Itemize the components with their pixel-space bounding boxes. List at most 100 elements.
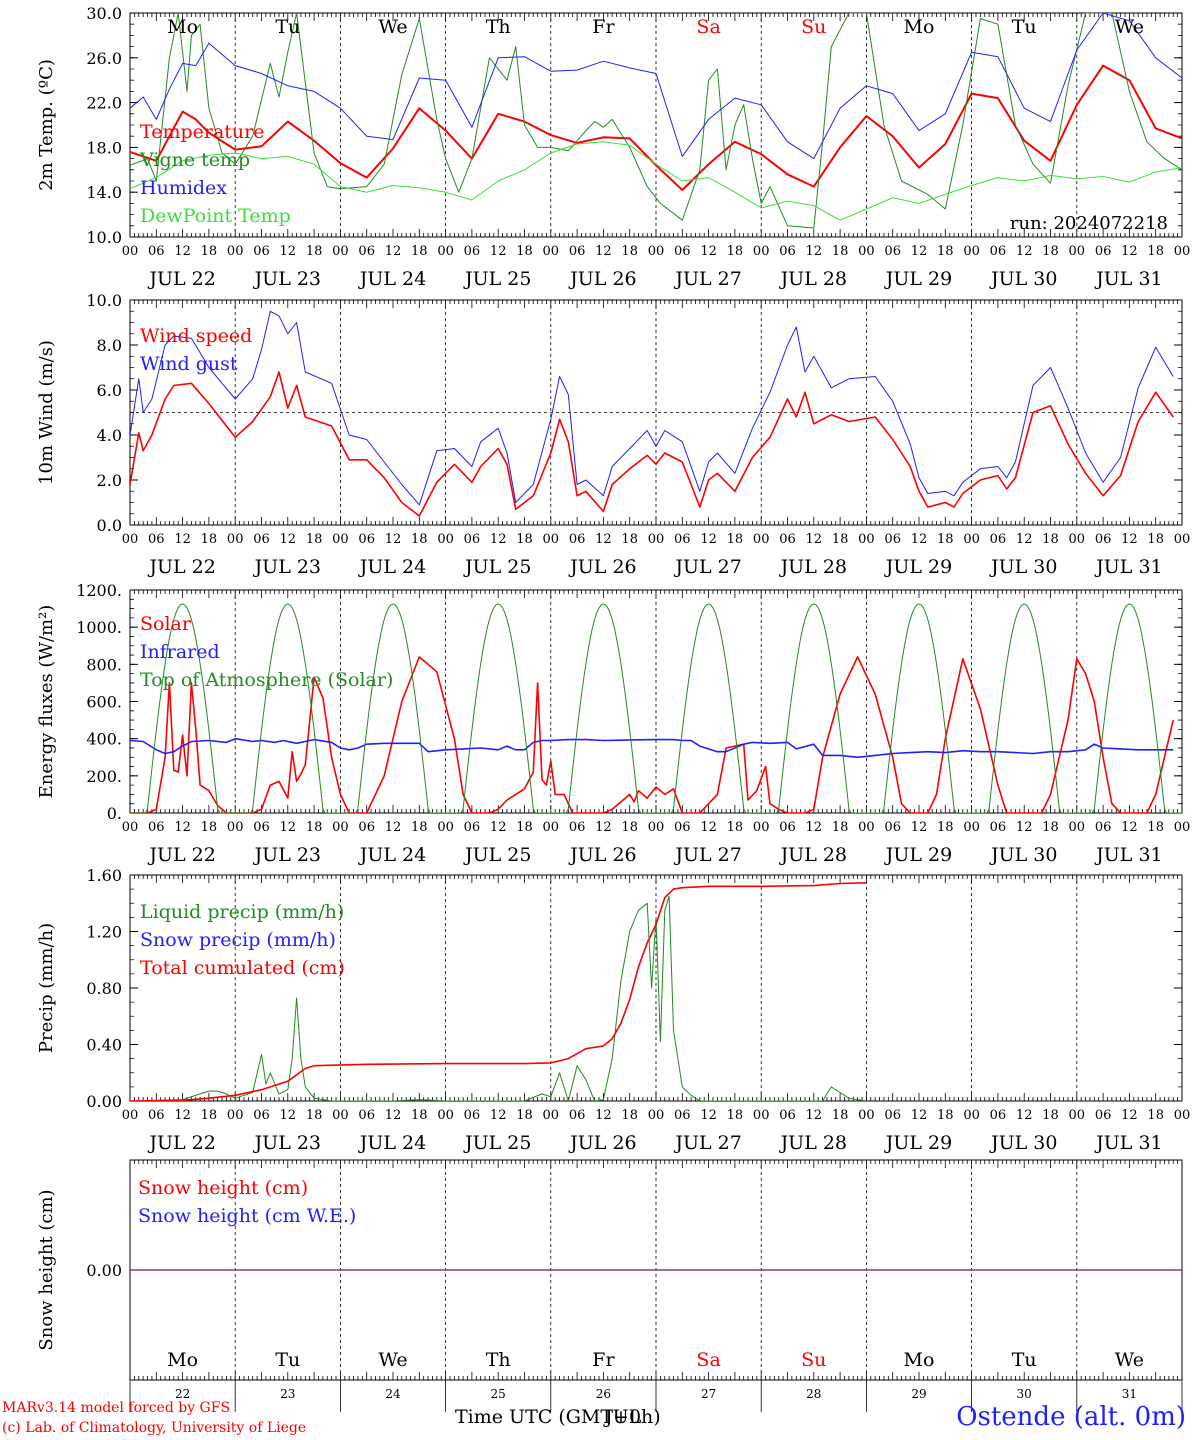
x-hour-label: 00 [437, 532, 454, 547]
x-hour-label: 06 [358, 820, 375, 835]
weekday-label-bottom: Tu [1012, 1349, 1037, 1371]
legend-entry: Temperature [140, 121, 264, 143]
y-tick-label: 8.0 [97, 336, 122, 355]
day-number-label: 25 [491, 1387, 506, 1401]
x-day-label: JUL 27 [673, 844, 741, 866]
x-day-label: JUL 28 [779, 268, 847, 290]
plot-frame [129, 589, 1183, 814]
x-hour-label: 00 [437, 1108, 454, 1123]
credit-lab: (c) Lab. of Climatology, University of L… [2, 1420, 307, 1436]
x-hour-label: 18 [411, 244, 428, 259]
x-hour-label: 06 [674, 532, 691, 547]
x-hour-label: 12 [1016, 820, 1033, 835]
day-number-label: 31 [1122, 1387, 1137, 1401]
station-name: Ostende (alt. 0m) [956, 1402, 1186, 1432]
y-tick-label: 4.0 [97, 426, 122, 445]
x-hour-label: 18 [621, 820, 638, 835]
x-hour-label: 00 [227, 820, 244, 835]
weekday-label-bottom: We [1115, 1349, 1144, 1371]
x-hour-label: 00 [753, 820, 770, 835]
x-hour-label: 06 [253, 532, 270, 547]
x-hour-label: 12 [280, 1108, 297, 1123]
weekday-label-bottom: Fr [592, 1349, 615, 1371]
x-hour-label: 12 [174, 820, 191, 835]
y-tick-label: 0.00 [86, 1261, 122, 1280]
x-day-label: JUL 25 [463, 844, 531, 866]
x-hour-label: 00 [753, 244, 770, 259]
x-hour-label: 18 [306, 532, 323, 547]
x-hour-label: 06 [779, 820, 796, 835]
x-hour-label: 00 [543, 820, 560, 835]
x-hour-label: 18 [832, 820, 849, 835]
day-number-label: 29 [911, 1387, 926, 1401]
y-tick-label: 1.20 [86, 923, 122, 942]
x-hour-label: 18 [937, 820, 954, 835]
hour-ticks [129, 13, 1183, 237]
y-axis-label: 2m Temp. (ºC) [36, 59, 57, 191]
y-tick-label: 1000. [76, 618, 122, 637]
y-tick-label: 6.0 [97, 381, 122, 400]
x-hour-label: 06 [148, 532, 165, 547]
x-hour-label: 18 [1147, 244, 1164, 259]
series-group [130, 310, 1174, 517]
hour-ticks [129, 590, 1183, 813]
x-hour-label: 18 [201, 820, 218, 835]
x-hour-label: 00 [227, 532, 244, 547]
x-hour-label: 12 [911, 244, 928, 259]
x-hour-label: 00 [122, 244, 139, 259]
day-number-label: 30 [1017, 1387, 1032, 1401]
x-hour-label: 06 [1095, 532, 1112, 547]
x-hour-label: 00 [648, 820, 665, 835]
y-tick-label: 10.0 [86, 228, 122, 247]
y-tick-label: 26.0 [86, 49, 122, 68]
y-axis-label: 10m Wind (m/s) [36, 340, 57, 485]
x-hour-label: 06 [148, 820, 165, 835]
x-hour-label: 06 [358, 532, 375, 547]
day-number-label: 26 [596, 1387, 611, 1401]
x-hour-label: 00 [543, 532, 560, 547]
y-tick-label: 600. [86, 693, 122, 712]
x-hour-label: 12 [385, 532, 402, 547]
hour-ticks [129, 300, 1183, 525]
legend-entry: DewPoint Temp [140, 205, 291, 227]
x-hour-label: 00 [963, 1108, 980, 1123]
x-hour-label: 00 [122, 1108, 139, 1123]
legend-entry: Vigne temp [139, 149, 250, 171]
hour-ticks [129, 875, 1183, 1101]
x-hour-label: 12 [911, 1108, 928, 1123]
y-axis-label: Energy fluxes (W/m²) [36, 605, 57, 799]
y-tick-label: 400. [86, 730, 122, 749]
y-tick-label: 0.00 [86, 1092, 122, 1111]
x-hour-label: 00 [963, 820, 980, 835]
y-tick-label: 0. [107, 804, 122, 823]
x-day-label: JUL 29 [884, 268, 952, 290]
x-hour-label: 00 [648, 532, 665, 547]
y-tick-label: 30.0 [86, 4, 122, 23]
y-minor-ticks [130, 589, 1182, 814]
x-hour-label: 12 [595, 820, 612, 835]
x-hour-label: 00 [648, 1108, 665, 1123]
x-day-label: JUL 23 [253, 268, 321, 290]
x-hour-label: 06 [884, 532, 901, 547]
weekday-label-bottom: Sa [696, 1349, 720, 1371]
x-hour-label: 06 [569, 244, 586, 259]
x-hour-label: 06 [990, 244, 1007, 259]
x-axis-title: Time UTC (GMT+0h) JUL [455, 1406, 661, 1428]
legend-entry: Humidex [140, 177, 227, 199]
x-hour-label: 12 [490, 532, 507, 547]
x-day-label: JUL 24 [358, 1132, 426, 1154]
plot-frame [129, 12, 1183, 238]
x-hour-label: 18 [306, 820, 323, 835]
x-day-label: JUL 22 [147, 844, 215, 866]
x-hour-label: 12 [385, 244, 402, 259]
series-humidex [130, 13, 1182, 160]
run-label: run: 2024072218 [1010, 213, 1168, 234]
x-hour-label: 12 [174, 532, 191, 547]
x-hour-label: 06 [674, 244, 691, 259]
x-day-label: JUL 27 [673, 1132, 741, 1154]
x-day-label: JUL 22 [147, 268, 215, 290]
x-hour-label: 12 [595, 532, 612, 547]
x-day-label: JUL 30 [989, 268, 1057, 290]
y-tick-label: 10.0 [86, 291, 122, 310]
weekday-label: Mo [904, 16, 935, 38]
